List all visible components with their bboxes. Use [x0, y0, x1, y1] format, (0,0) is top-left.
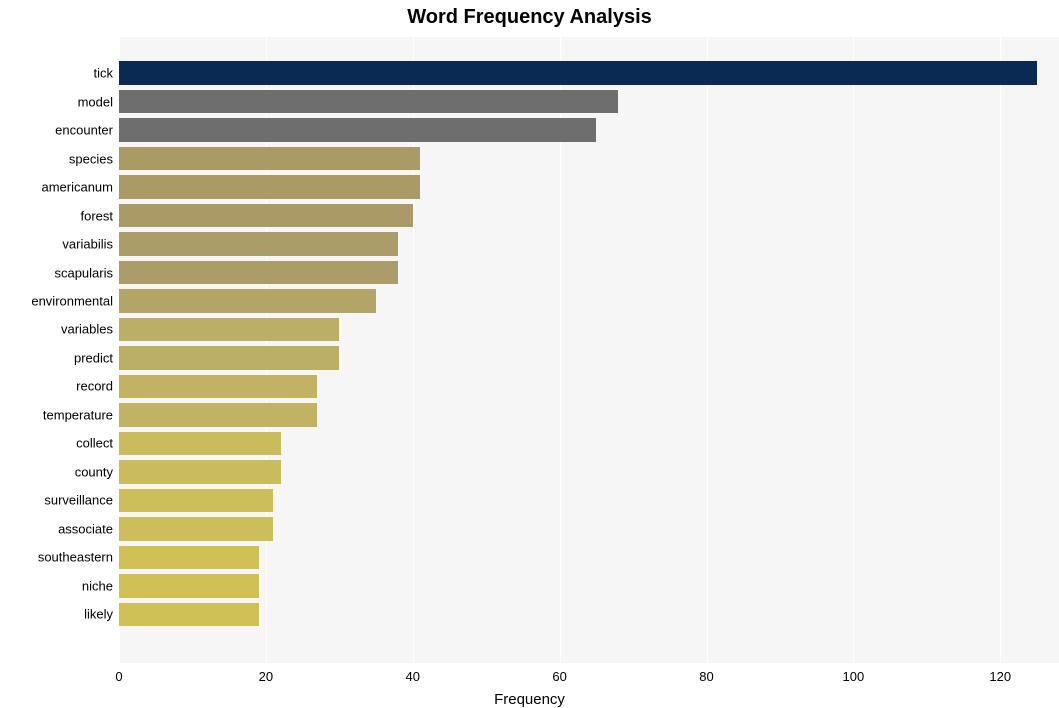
- x-tick-label: 40: [406, 669, 420, 684]
- y-tick-label: temperature: [43, 407, 119, 422]
- bar: [119, 318, 339, 341]
- y-tick-label: surveillance: [44, 493, 119, 508]
- y-tick-label: environmental: [31, 294, 119, 309]
- y-tick-label: variabilis: [62, 237, 119, 252]
- y-tick-label: likely: [84, 607, 119, 622]
- y-tick-label: species: [69, 151, 119, 166]
- bar: [119, 261, 398, 284]
- bar: [119, 175, 420, 198]
- y-tick-label: niche: [82, 578, 119, 593]
- bar: [119, 489, 273, 512]
- y-tick-label: encounter: [55, 123, 119, 138]
- x-tick-label: 120: [989, 669, 1011, 684]
- y-tick-label: tick: [94, 66, 120, 81]
- bar: [119, 603, 259, 626]
- bar: [119, 375, 317, 398]
- x-tick-label: 20: [259, 669, 273, 684]
- bar: [119, 204, 413, 227]
- y-tick-label: collect: [76, 436, 119, 451]
- bar: [119, 147, 420, 170]
- y-tick-label: associate: [58, 521, 119, 536]
- y-tick-label: scapularis: [54, 265, 119, 280]
- y-tick-label: county: [75, 464, 119, 479]
- y-tick-label: record: [76, 379, 119, 394]
- x-tick-label: 100: [843, 669, 865, 684]
- x-tick-label: 0: [115, 669, 122, 684]
- y-tick-label: model: [78, 94, 119, 109]
- x-tick-label: 80: [699, 669, 713, 684]
- word-frequency-chart: Word Frequency Analysis 020406080100120t…: [0, 0, 1059, 701]
- bar: [119, 90, 618, 113]
- bar: [119, 517, 273, 540]
- gridline: [707, 37, 708, 663]
- bar: [119, 403, 317, 426]
- bar: [119, 232, 398, 255]
- y-tick-label: americanum: [41, 180, 119, 195]
- x-axis-label: Frequency: [494, 691, 565, 708]
- bar: [119, 460, 281, 483]
- x-tick-label: 60: [552, 669, 566, 684]
- bar: [119, 432, 281, 455]
- bar: [119, 61, 1037, 84]
- y-tick-label: predict: [74, 350, 119, 365]
- bar: [119, 546, 259, 569]
- plot-area: 020406080100120tickmodelencounterspecies…: [119, 37, 1059, 663]
- y-tick-label: forest: [80, 208, 119, 223]
- chart-title: Word Frequency Analysis: [0, 6, 1059, 29]
- bar: [119, 118, 596, 141]
- y-tick-label: variables: [61, 322, 119, 337]
- gridline: [853, 37, 854, 663]
- y-tick-label: southeastern: [38, 550, 119, 565]
- gridline: [1000, 37, 1001, 663]
- bar: [119, 346, 339, 369]
- bar: [119, 574, 259, 597]
- bar: [119, 289, 376, 312]
